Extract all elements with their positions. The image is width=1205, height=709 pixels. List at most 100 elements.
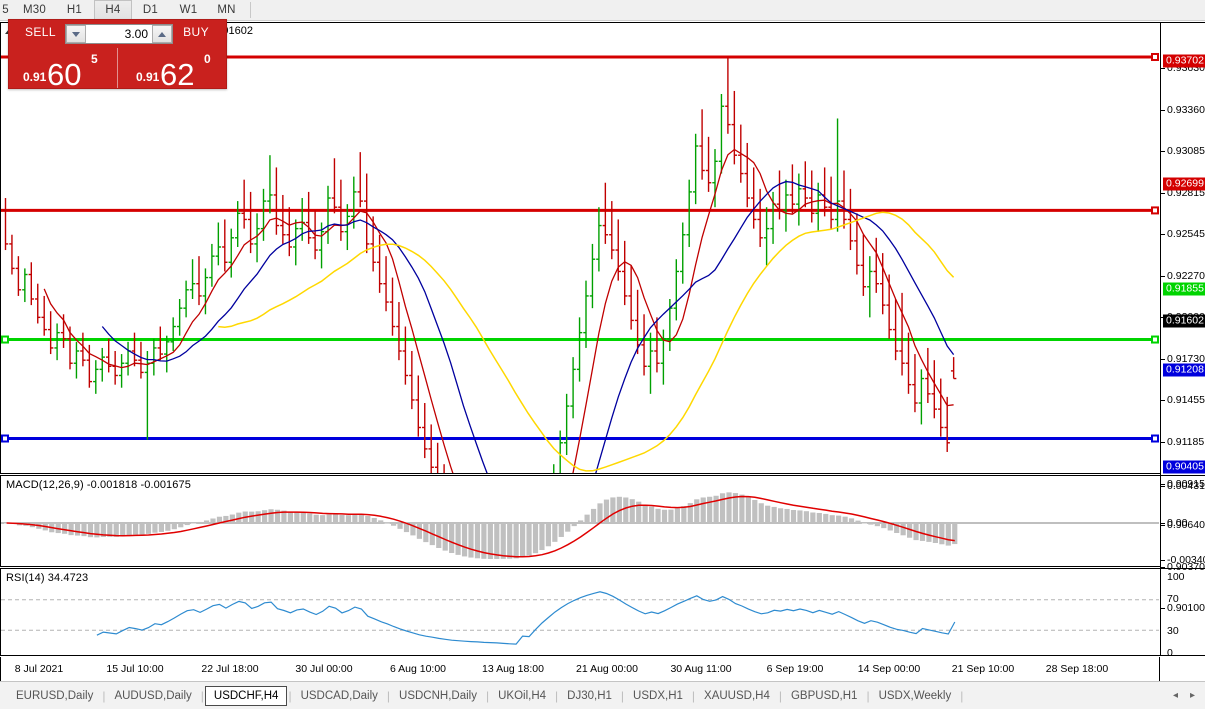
time-axis-tick-label: 6 Sep 19:00	[766, 663, 824, 675]
time-axis: 8 Jul 2021 15 Jul 10:00 22 Jul 18:00 30 Jul…	[0, 657, 1160, 681]
price-level-handle-left-inner	[3, 436, 7, 441]
sell-button-label[interactable]: SELL	[25, 25, 56, 39]
volume-decrease-button[interactable]	[66, 25, 86, 43]
chart-tab-usdcad-daily[interactable]: USDCAD,Daily	[300, 689, 378, 702]
timeframe-label: 5	[2, 4, 9, 16]
price-level-handle-left-inner	[3, 337, 7, 342]
price-axis-tick: 0.90100	[1161, 602, 1205, 614]
price-axis-tick-label: 0.90915	[1167, 478, 1205, 490]
time-axis-tick-label: 8 Jul 2021	[14, 663, 64, 675]
price-axis-tick: 0.93085	[1161, 145, 1205, 157]
price-axis-tick-label: 0.90370	[1167, 561, 1205, 573]
price-chart-pane[interactable]: USDCHF,H4 0.91647 0.91741 0.91597 0.9160…	[0, 22, 1160, 474]
axis-tick-mark	[1161, 560, 1165, 561]
chart-tab-xauusd-h4[interactable]: XAUUSD,H4	[704, 689, 770, 702]
chart-tab-audusd-daily[interactable]: AUDUSD,Daily	[114, 689, 192, 702]
moving-average-slow	[218, 211, 955, 472]
timeframe-label: MN	[217, 4, 236, 16]
price-level-handle-inner	[1153, 436, 1157, 441]
sell-price-button[interactable]: 0.91 60 5	[9, 48, 118, 88]
tab-separator: |	[778, 688, 782, 703]
price-axis-tick: 0.92270	[1161, 270, 1205, 282]
support-level-lower[interactable]: 0.90405	[1163, 460, 1205, 474]
tab-separator: |	[620, 688, 625, 703]
resistance-level-lower[interactable]: 0.92699	[1163, 177, 1205, 191]
tab-separator: |	[866, 688, 870, 703]
chart-tab-usdx-weekly[interactable]: USDX,Weekly	[878, 689, 952, 702]
time-axis-tick-label: 21 Aug 00:00	[576, 663, 638, 675]
chart-tab-dj30-h1[interactable]: DJ30,H1	[567, 689, 612, 702]
price-axis-tick: 0.90915	[1161, 478, 1205, 490]
axis-tick-mark	[1161, 523, 1165, 524]
candlestick-series	[2, 57, 957, 473]
axis-tick-mark	[1161, 68, 1165, 69]
price-axis-tick: 0.93360	[1161, 104, 1205, 116]
chart-tab-gbpusd-h1[interactable]: GBPUSD,H1	[790, 689, 858, 702]
timeframe-button-h4[interactable]: H4	[93, 0, 132, 20]
chart-tab-usdx-h1[interactable]: USDX,H1	[633, 689, 683, 702]
chart-tab-eurusd-daily[interactable]: EURUSD,Daily	[16, 689, 94, 702]
chart-tab-usdchf-h4[interactable]: USDCHF,H4	[204, 685, 288, 706]
macd-signal-line	[6, 495, 955, 558]
timeframe-label: D1	[142, 4, 159, 16]
axis-tick-mark	[1161, 567, 1165, 568]
timeframe-toolbar: 5 M30 H1 H4 D1 W1 MN	[0, 0, 1205, 21]
support-level-upper[interactable]: 0.91208	[1163, 363, 1205, 377]
time-axis-tick-label: 6 Aug 10:00	[389, 663, 447, 675]
axis-pane-divider	[1161, 568, 1205, 569]
buy-price-button[interactable]: 0.91 62 0	[118, 48, 226, 88]
timeframe-button-w1[interactable]: W1	[170, 0, 208, 20]
rsi-indicator-pane[interactable]: RSI(14) 34.4723	[0, 568, 1160, 656]
timeframe-button-m30[interactable]: M30	[14, 0, 56, 20]
timeframe-button-d1[interactable]: D1	[132, 0, 170, 20]
chart-tab-usdcnh-daily[interactable]: USDCNH,Daily	[399, 689, 477, 702]
buy-price-prefix: 0.91	[136, 70, 160, 84]
macd-indicator-pane[interactable]: MACD(12,26,9) -0.001818 -0.001675	[0, 475, 1160, 567]
price-level-handle-inner	[1153, 54, 1157, 59]
timeframe-button-mn[interactable]: MN	[208, 0, 246, 20]
resistance-level-upper[interactable]: 0.93702	[1163, 54, 1205, 68]
tab-separator: |	[288, 688, 292, 703]
tab-scroll-left-icon[interactable]: ◂	[1172, 690, 1178, 701]
volume-increase-button[interactable]	[152, 25, 172, 43]
chart-tab-ukoil-h4[interactable]: UKOil,H4	[498, 689, 547, 702]
timeframe-button-h1[interactable]: H1	[56, 0, 94, 20]
price-axis-tick: 0.92545	[1161, 228, 1205, 240]
tab-separator: |	[960, 688, 964, 703]
tab-separator: |	[691, 688, 696, 703]
buy-price-big: 62	[160, 57, 195, 88]
macd-histogram	[4, 492, 958, 559]
rsi-axis-tick: 100	[1161, 571, 1185, 583]
time-axis-tick-label: 30 Jul 00:00	[295, 663, 353, 675]
tab-scroll-right-icon[interactable]: ▸	[1189, 690, 1195, 701]
oct-quotes-row: 0.91 60 5 0.91 62 0	[9, 48, 226, 88]
axis-tick-mark	[1161, 110, 1165, 111]
volume-input[interactable]: 3.00	[124, 27, 148, 41]
moving-average-mid	[101, 180, 955, 473]
volume-stepper[interactable]: 3.00	[65, 24, 173, 44]
buy-price-fraction: 0	[204, 52, 211, 66]
rsi-axis-tick: 0	[1161, 647, 1173, 659]
price-axis-tick-label: 0.90640	[1167, 519, 1205, 531]
current-bid-level[interactable]: 0.91855	[1163, 282, 1205, 296]
one-click-trading-panel[interactable]: SELL 3.00 BUY 0.91 60 5 0.91 62 0	[8, 19, 227, 89]
last-price-level[interactable]: 0.91602	[1163, 314, 1205, 328]
axis-tick-mark	[1161, 400, 1165, 401]
price-axis-tick-label: 0.91185	[1167, 436, 1205, 448]
macd-axis-tick: -0.00340	[1161, 554, 1205, 566]
price-axis-tick-label: 0.93360	[1167, 104, 1205, 116]
tab-separator: |	[386, 688, 391, 703]
timeframe-button-m15[interactable]: 5	[0, 0, 14, 20]
price-axis[interactable]: 0.93630 0.93360 0.93085 0.92815 0.92545 0.922…	[1160, 22, 1205, 659]
macd-label: MACD(12,26,9) -0.001818 -0.001675	[6, 479, 191, 491]
axis-tick-mark	[1161, 608, 1165, 609]
axis-tick-mark	[1161, 525, 1165, 526]
price-axis-tick: 0.91730	[1161, 353, 1205, 365]
buy-button-label[interactable]: BUY	[183, 25, 209, 39]
time-axis-tick-label: 14 Sep 00:00	[857, 663, 921, 675]
rsi-axis-tick-label: 30	[1167, 625, 1179, 637]
rsi-axis-tick: 70	[1161, 593, 1179, 605]
tab-scroll-controls: ◂ ▸	[1173, 690, 1205, 701]
time-axis-tick-label: 13 Aug 18:00	[482, 663, 544, 675]
